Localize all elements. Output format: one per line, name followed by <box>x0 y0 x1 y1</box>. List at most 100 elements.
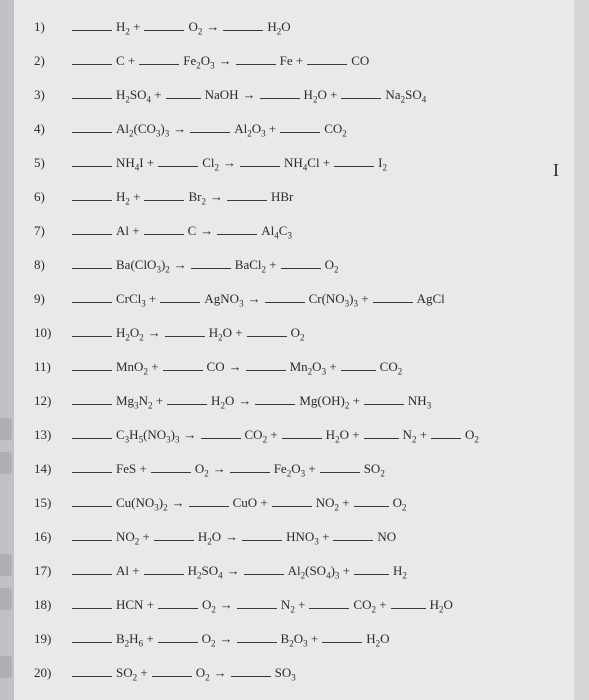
coefficient-blank[interactable] <box>139 52 179 65</box>
coefficient-blank[interactable] <box>236 52 276 65</box>
coefficient-blank[interactable] <box>72 426 112 439</box>
coefficient-blank[interactable] <box>230 460 270 473</box>
coefficient-blank[interactable] <box>391 596 426 609</box>
coefficient-blank[interactable] <box>334 154 374 167</box>
coefficient-blank[interactable] <box>72 18 112 31</box>
coefficient-blank[interactable] <box>247 324 287 337</box>
coefficient-blank[interactable] <box>246 358 286 371</box>
coefficient-blank[interactable] <box>265 290 305 303</box>
coefficient-blank[interactable] <box>72 494 112 507</box>
chemical-term: SO2 + <box>116 665 148 683</box>
equation-body: Ba(ClO3)2→BaCl2 +O2 <box>70 256 341 275</box>
coefficient-blank[interactable] <box>237 596 277 609</box>
coefficient-blank[interactable] <box>72 52 112 65</box>
coefficient-blank[interactable] <box>72 154 112 167</box>
coefficient-blank[interactable] <box>354 494 389 507</box>
coefficient-blank[interactable] <box>189 494 229 507</box>
coefficient-blank[interactable] <box>158 596 198 609</box>
coefficient-blank[interactable] <box>144 222 184 235</box>
coefficient-blank[interactable] <box>231 664 271 677</box>
coefficient-blank[interactable] <box>158 154 198 167</box>
coefficient-blank[interactable] <box>160 290 200 303</box>
reaction-arrow-icon: → <box>243 87 256 103</box>
coefficient-blank[interactable] <box>260 86 300 99</box>
coefficient-blank[interactable] <box>190 120 230 133</box>
coefficient-blank[interactable] <box>72 324 112 337</box>
coefficient-blank[interactable] <box>191 256 231 269</box>
equation-number: 3) <box>34 87 70 103</box>
coefficient-blank[interactable] <box>144 562 184 575</box>
coefficient-blank[interactable] <box>282 426 322 439</box>
coefficient-blank[interactable] <box>320 460 360 473</box>
chemical-term: Cr(NO3)3 + <box>309 291 369 309</box>
equation-body: H2 +Br2→HBr <box>70 188 295 207</box>
coefficient-blank[interactable] <box>354 562 389 575</box>
coefficient-blank[interactable] <box>322 630 362 643</box>
coefficient-blank[interactable] <box>255 392 295 405</box>
chemical-term: Cl2 <box>202 155 219 173</box>
chemical-term: C3H5(NO3)3 <box>116 427 180 445</box>
coefficient-blank[interactable] <box>72 86 112 99</box>
coefficient-blank[interactable] <box>72 562 112 575</box>
chemical-term: Br2 <box>188 189 206 207</box>
coefficient-blank[interactable] <box>72 120 112 133</box>
coefficient-blank[interactable] <box>280 120 320 133</box>
coefficient-blank[interactable] <box>167 392 207 405</box>
coefficient-blank[interactable] <box>72 222 112 235</box>
chemical-term: HNO3 + <box>286 529 329 547</box>
chemical-term: H2 <box>393 563 407 581</box>
chemical-term: NH4Cl + <box>284 155 330 173</box>
coefficient-blank[interactable] <box>307 52 347 65</box>
chemical-term: MnO2 + <box>116 359 159 377</box>
coefficient-blank[interactable] <box>72 630 112 643</box>
chemical-term: H2O + <box>326 427 360 445</box>
coefficient-blank[interactable] <box>373 290 413 303</box>
coefficient-blank[interactable] <box>72 460 112 473</box>
equation-body: SO2 +O2→SO3 <box>70 664 298 683</box>
coefficient-blank[interactable] <box>244 562 284 575</box>
chemical-term: O2 <box>195 461 209 479</box>
coefficient-blank[interactable] <box>72 188 112 201</box>
coefficient-blank[interactable] <box>341 86 381 99</box>
coefficient-blank[interactable] <box>242 528 282 541</box>
coefficient-blank[interactable] <box>151 460 191 473</box>
coefficient-blank[interactable] <box>72 358 112 371</box>
coefficient-blank[interactable] <box>158 630 198 643</box>
coefficient-blank[interactable] <box>163 358 203 371</box>
coefficient-blank[interactable] <box>72 528 112 541</box>
coefficient-blank[interactable] <box>227 188 267 201</box>
coefficient-blank[interactable] <box>237 630 277 643</box>
coefficient-blank[interactable] <box>272 494 312 507</box>
coefficient-blank[interactable] <box>333 528 373 541</box>
coefficient-blank[interactable] <box>152 664 192 677</box>
coefficient-blank[interactable] <box>201 426 241 439</box>
coefficient-blank[interactable] <box>72 664 112 677</box>
coefficient-blank[interactable] <box>341 358 376 371</box>
coefficient-blank[interactable] <box>217 222 257 235</box>
chemical-term: Mg(OH)2 + <box>299 393 360 411</box>
chemical-term: H2 + <box>116 189 140 207</box>
coefficient-blank[interactable] <box>72 290 112 303</box>
equation-row: 8)Ba(ClO3)2→BaCl2 +O2 <box>34 256 554 290</box>
chemical-term: H2O + <box>209 325 243 343</box>
coefficient-blank[interactable] <box>72 392 112 405</box>
coefficient-blank[interactable] <box>72 256 112 269</box>
coefficient-blank[interactable] <box>240 154 280 167</box>
coefficient-blank[interactable] <box>72 596 112 609</box>
coefficient-blank[interactable] <box>144 18 184 31</box>
reaction-arrow-icon: → <box>238 393 251 409</box>
coefficient-blank[interactable] <box>144 188 184 201</box>
coefficient-blank[interactable] <box>309 596 349 609</box>
chemical-term: N2 + <box>281 597 305 615</box>
equation-number: 19) <box>34 631 70 647</box>
chemical-term: H2SO4 <box>188 563 223 581</box>
coefficient-blank[interactable] <box>154 528 194 541</box>
coefficient-blank[interactable] <box>223 18 263 31</box>
coefficient-blank[interactable] <box>364 426 399 439</box>
coefficient-blank[interactable] <box>431 426 461 439</box>
coefficient-blank[interactable] <box>281 256 321 269</box>
coefficient-blank[interactable] <box>166 86 201 99</box>
coefficient-blank[interactable] <box>364 392 404 405</box>
coefficient-blank[interactable] <box>165 324 205 337</box>
binder-tab <box>0 588 12 610</box>
